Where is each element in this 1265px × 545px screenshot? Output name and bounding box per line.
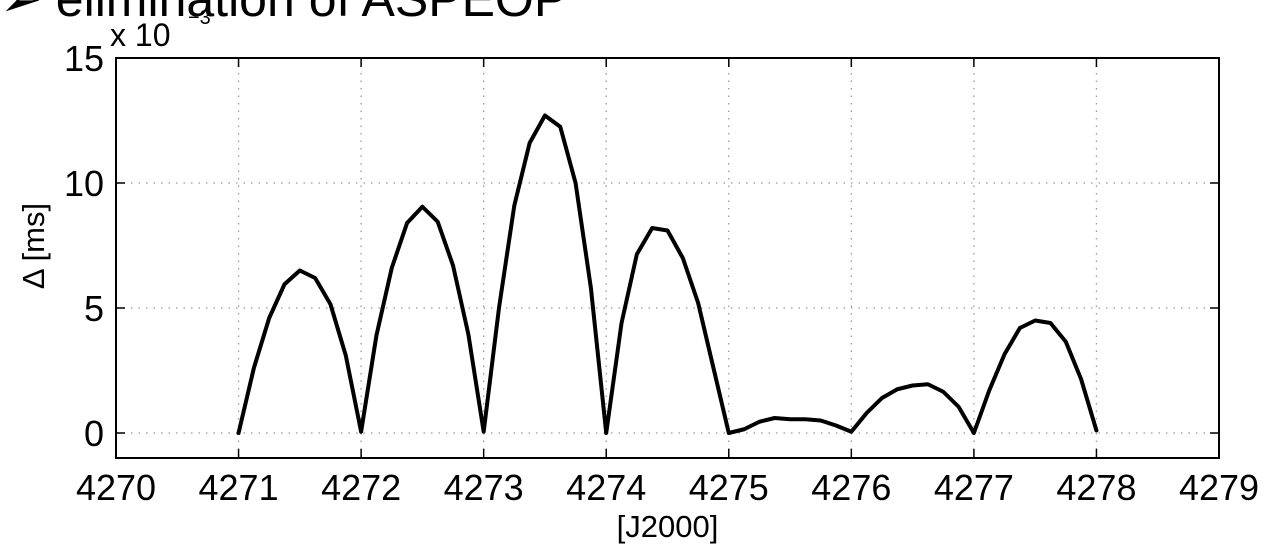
x-tick-label: 4274	[566, 467, 646, 508]
y-scale-factor: x 10	[110, 17, 170, 53]
slide-headline: ➢ elimination of ASPEOP	[0, 0, 567, 28]
y-tick-label: 0	[84, 413, 104, 454]
x-axis-label: [J2000]	[617, 509, 719, 544]
y-scale-exponent: −3	[188, 7, 211, 29]
y-tick-label: 10	[64, 163, 104, 204]
x-tick-label: 4270	[76, 467, 156, 508]
x-tick-label: 4275	[689, 467, 769, 508]
x-tick-label: 4277	[934, 467, 1014, 508]
x-tick-label: 4276	[811, 467, 891, 508]
axis-ticks	[115, 57, 1220, 458]
y-tick-labels: 0 5 10 15	[64, 38, 104, 454]
plot-frame	[115, 57, 1220, 459]
series-line	[236, 113, 1099, 435]
x-tick-label: 4278	[1056, 467, 1136, 508]
grid-lines	[116, 58, 1219, 458]
y-tick-label: 5	[84, 288, 104, 329]
x-tick-label: 4272	[321, 467, 401, 508]
y-axis-label: Δ [ms]	[16, 203, 51, 289]
x-tick-label: 4271	[199, 467, 279, 508]
x-tick-labels: 4270 4271 4272 4273 4274 4275 4276 4277 4278 4279	[76, 467, 1259, 508]
x-tick-label: 4273	[444, 467, 524, 508]
x-tick-label: 4279	[1179, 467, 1259, 508]
y-tick-label: 15	[64, 38, 104, 79]
